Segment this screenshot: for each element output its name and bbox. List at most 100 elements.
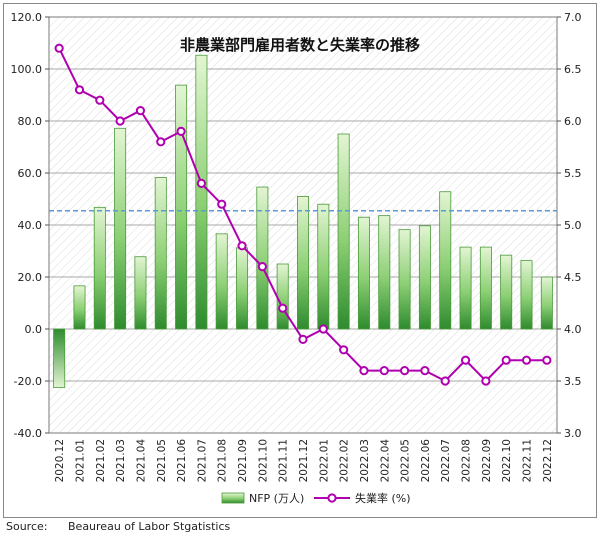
left-axis-tick-label: -40.0 xyxy=(14,427,42,440)
x-axis-tick-label: 2021.04 xyxy=(135,439,147,483)
legend: NFP (万人) 失業率 (%) xyxy=(221,491,411,505)
x-axis-tick-label: 2022.08 xyxy=(461,439,473,482)
line-point xyxy=(54,43,64,53)
right-axis-tick-label: 3.0 xyxy=(564,427,582,440)
x-axis-tick-label: 2022.10 xyxy=(501,439,513,482)
bar xyxy=(418,225,431,330)
x-axis-tick-label: 2022.09 xyxy=(481,439,493,482)
x-axis-tick-label: 2022.03 xyxy=(359,439,371,482)
bar xyxy=(520,260,533,330)
x-axis-tick-label: 2022.11 xyxy=(522,439,534,482)
left-axis-tick-label: 80.0 xyxy=(18,115,43,128)
legend-label-nfp: NFP (万人) xyxy=(249,492,304,505)
bar xyxy=(114,127,127,330)
left-axis-tick-label: 100.0 xyxy=(11,63,43,76)
line-point xyxy=(237,241,247,251)
bar xyxy=(357,216,370,330)
right-axis-tick-label: 5.0 xyxy=(564,219,582,232)
line-point xyxy=(501,355,511,365)
line-point xyxy=(176,126,186,137)
x-axis-tick-label: 2022.02 xyxy=(339,439,351,482)
x-axis-tick-label: 2022.06 xyxy=(420,439,432,483)
left-axis-tick-label: 120.0 xyxy=(11,11,43,24)
source-label: Source: xyxy=(6,520,48,533)
line-point xyxy=(257,262,267,272)
x-axis-tick-label: 2021.05 xyxy=(156,439,168,482)
line-point xyxy=(521,355,532,365)
chart-title: 非農業部門雇用者数と失業率の推移 xyxy=(180,36,420,54)
line-point xyxy=(400,366,410,376)
source-note: Source: Beaureau of Labor Stgatistics xyxy=(6,520,230,533)
legend-label-unemployment: 失業率 (%) xyxy=(355,491,411,505)
combo-chart: -40.0 -20.0 0.0 20.0 40.0 60.0 80.0 100.0 120.0 3… xyxy=(11,11,582,505)
left-axis-tick-label: 60.0 xyxy=(18,167,43,180)
x-axis-tick-label: 2022.12 xyxy=(542,439,554,482)
left-axis-tick-label: -20.0 xyxy=(14,375,42,388)
x-axis-tick-label: 2021.09 xyxy=(237,439,249,482)
line-point xyxy=(420,366,430,376)
right-axis-tick-label: 4.5 xyxy=(564,271,582,284)
x-axis-tick-label: 2021.12 xyxy=(298,439,310,482)
bar xyxy=(73,285,86,330)
line-point xyxy=(481,376,491,386)
right-axis-tick-label: 4.0 xyxy=(564,323,582,336)
bar xyxy=(276,263,289,330)
bar xyxy=(154,177,167,330)
x-axis-tick-label: 2022.05 xyxy=(400,439,412,482)
bar xyxy=(297,195,309,330)
bar xyxy=(439,191,452,330)
bar xyxy=(459,246,472,330)
x-axis-tick-label: 2022.01 xyxy=(318,439,330,482)
line-point xyxy=(278,303,288,313)
chart-frame: -40.0 -20.0 0.0 20.0 40.0 60.0 80.0 100.0 120.0 3… xyxy=(3,3,597,518)
right-axis-tick-label: 3.5 xyxy=(564,375,582,388)
bar xyxy=(236,247,249,330)
bar xyxy=(500,254,513,330)
line-point xyxy=(74,85,85,95)
line-point xyxy=(339,345,349,355)
line-point xyxy=(156,137,166,147)
legend-marker-unemployment xyxy=(327,493,337,503)
x-axis-tick-label: 2022.04 xyxy=(379,439,391,483)
left-axis-tick-label: 0.0 xyxy=(25,323,43,336)
x-axis-tick-label: 2021.02 xyxy=(95,439,107,482)
x-axis-tick-label: 2021.10 xyxy=(257,439,269,482)
bar xyxy=(53,328,66,388)
line-series xyxy=(54,43,552,386)
right-axis-tick-label: 5.5 xyxy=(564,167,582,180)
x-axis-tick-label: 2022.07 xyxy=(440,439,452,482)
right-axis-tick-label: 6.0 xyxy=(564,115,582,128)
x-axis-tick-label: 2021.01 xyxy=(74,439,86,482)
x-axis-tick-label: 2021.11 xyxy=(278,439,290,482)
line-point xyxy=(217,199,227,209)
right-axis-tick-label: 6.5 xyxy=(564,63,582,76)
bar xyxy=(317,203,330,330)
line-point xyxy=(542,355,552,365)
line-point xyxy=(440,376,450,386)
line-point xyxy=(196,178,206,188)
bar xyxy=(337,133,350,330)
bar xyxy=(378,215,391,330)
bar xyxy=(540,276,553,330)
left-axis-tick-label: 40.0 xyxy=(18,219,43,232)
bar xyxy=(479,246,492,330)
right-axis-tick-label: 7.0 xyxy=(564,11,582,24)
x-axis-tick-label: 2021.08 xyxy=(217,439,229,482)
x-axis-tick-label: 2020.12 xyxy=(54,439,66,482)
line-point xyxy=(318,324,328,334)
bar xyxy=(195,54,208,330)
x-axis-tick-label: 2021.07 xyxy=(196,439,208,482)
x-axis-tick-label: 2021.06 xyxy=(176,439,188,483)
bar-series xyxy=(53,54,553,388)
bar xyxy=(215,233,228,330)
line-point xyxy=(379,366,389,376)
line-point xyxy=(95,95,105,105)
line-point xyxy=(359,366,369,376)
axes: -40.0 -20.0 0.0 20.0 40.0 60.0 80.0 100.0 120.0 3… xyxy=(11,11,582,482)
line-point xyxy=(460,355,471,365)
line-point xyxy=(298,334,308,344)
x-axis-tick-label: 2021.03 xyxy=(115,439,127,482)
line-point xyxy=(115,116,125,126)
left-axis-tick-label: 20.0 xyxy=(18,271,43,284)
bar xyxy=(134,256,147,330)
